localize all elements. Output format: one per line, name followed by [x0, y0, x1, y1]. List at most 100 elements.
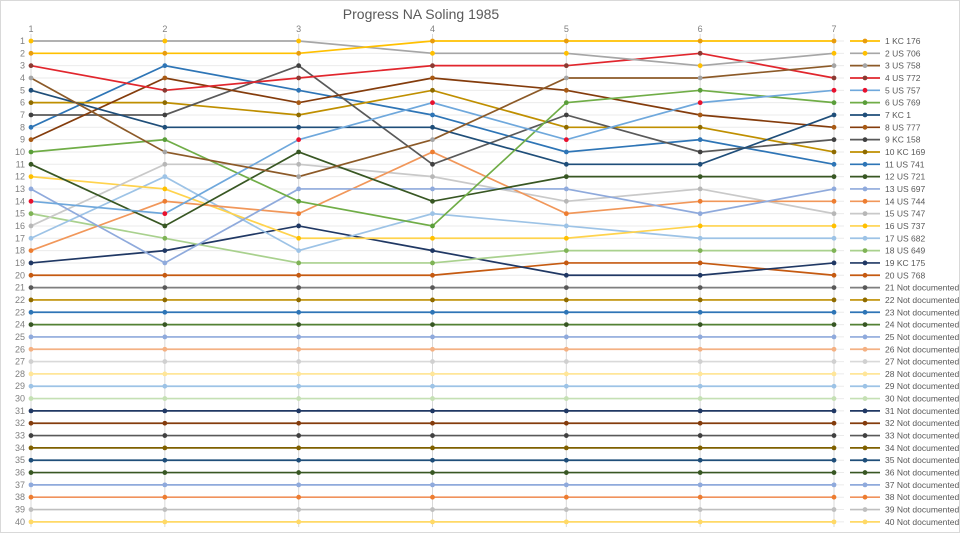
legend-item[interactable]: 23 Not documented	[850, 307, 959, 317]
legend-item[interactable]: 35 Not documented	[850, 455, 959, 465]
legend-item[interactable]: 17 US 682	[850, 233, 925, 243]
series-marker-34	[430, 445, 435, 451]
legend-item[interactable]: 3 US 758	[850, 61, 921, 71]
legend-item[interactable]: 6 US 769	[850, 98, 921, 108]
y-axis-tick-label: 22	[15, 295, 25, 305]
series-marker-2	[831, 50, 837, 56]
legend-item[interactable]: 18 US 649	[850, 246, 925, 256]
y-axis-tick-label: 10	[15, 147, 25, 157]
series-marker-12	[162, 223, 168, 229]
series-marker-32	[430, 420, 435, 426]
legend-item[interactable]: 14 US 744	[850, 196, 925, 206]
series-marker-15	[430, 174, 435, 180]
legend-item[interactable]: 15 US 747	[850, 209, 925, 219]
series-marker-26	[162, 346, 168, 352]
series-marker-22	[697, 297, 703, 303]
legend-label: 38 Not documented	[885, 492, 959, 502]
legend-item[interactable]: 20 US 768	[850, 270, 925, 280]
series-marker-40	[430, 519, 435, 525]
legend-item[interactable]: 24 Not documented	[850, 320, 959, 330]
series-marker-19	[28, 260, 34, 266]
legend-item[interactable]: 16 US 737	[850, 221, 925, 231]
legend-item[interactable]: 34 Not documented	[850, 443, 959, 453]
legend-item[interactable]: 10 KC 169	[850, 147, 925, 157]
series-marker-9	[162, 112, 168, 118]
legend-item[interactable]: 25 Not documented	[850, 332, 959, 342]
series-marker-4	[296, 75, 302, 81]
legend-item[interactable]: 40 Not documented	[850, 517, 959, 527]
series-marker-6	[697, 87, 703, 93]
series-marker-1	[831, 38, 837, 44]
legend-item[interactable]: 11 US 741	[850, 159, 925, 169]
legend-item[interactable]: 26 Not documented	[850, 344, 959, 354]
series-marker-25	[28, 334, 34, 340]
series-marker-11	[697, 137, 703, 143]
legend-item[interactable]: 7 KC 1	[850, 110, 911, 120]
series-marker-11	[430, 112, 435, 118]
series-marker-24	[563, 322, 569, 327]
legend-label: 19 KC 175	[885, 258, 925, 268]
series-marker-14	[697, 198, 703, 204]
legend-item[interactable]: 30 Not documented	[850, 394, 959, 404]
legend-item[interactable]: 32 Not documented	[850, 418, 959, 428]
series-marker-23	[697, 309, 703, 315]
series-marker-22	[430, 297, 435, 303]
legend-item[interactable]: 27 Not documented	[850, 357, 959, 367]
legend-item[interactable]: 4 US 772	[850, 73, 921, 83]
series-marker-25	[831, 334, 837, 340]
series-marker-28	[697, 371, 703, 377]
y-axis-tick-label: 28	[15, 369, 25, 379]
series-marker-17	[296, 248, 302, 254]
legend-marker-swatch	[862, 309, 868, 315]
legend-item[interactable]: 13 US 697	[850, 184, 925, 194]
y-axis-tick-label: 38	[15, 492, 25, 502]
legend-label: 29 Not documented	[885, 381, 959, 391]
series-marker-21	[697, 285, 703, 290]
legend-marker-swatch	[862, 235, 868, 241]
legend-item[interactable]: 2 US 706	[850, 48, 921, 58]
series-marker-27	[563, 359, 569, 364]
legend-item[interactable]: 1 KC 176	[850, 36, 921, 46]
series-marker-20	[430, 272, 435, 278]
series-marker-10	[563, 124, 569, 130]
legend-item[interactable]: 28 Not documented	[850, 369, 959, 379]
legend-item[interactable]: 5 US 757	[850, 85, 921, 95]
legend-item[interactable]: 38 Not documented	[850, 492, 959, 502]
series-marker-38	[831, 494, 837, 500]
legend-item[interactable]: 36 Not documented	[850, 468, 959, 478]
legend-item[interactable]: 33 Not documented	[850, 431, 959, 441]
series-marker-16	[831, 223, 837, 229]
series-marker-34	[296, 445, 302, 451]
legend-item[interactable]: 31 Not documented	[850, 406, 959, 416]
series-marker-39	[162, 507, 168, 512]
legend-item[interactable]: 29 Not documented	[850, 381, 959, 391]
series-marker-28	[430, 371, 435, 377]
legend-label: 39 Not documented	[885, 505, 959, 515]
legend-item[interactable]: 9 KC 158	[850, 135, 921, 145]
series-marker-2	[28, 38, 34, 44]
legend-label: 5 US 757	[885, 85, 921, 95]
series-marker-18	[296, 260, 302, 266]
legend-item[interactable]: 39 Not documented	[850, 505, 959, 515]
series-marker-29	[831, 383, 837, 389]
series-marker-18	[162, 235, 168, 241]
y-axis-tick-label: 32	[15, 418, 25, 428]
legend-item[interactable]: 8 US 777	[850, 122, 921, 132]
legend-marker-swatch	[862, 75, 868, 81]
legend-label: 1 KC 176	[885, 36, 921, 46]
legend-marker-swatch	[862, 408, 868, 414]
y-axis-tick-label: 19	[15, 258, 25, 268]
series-marker-6	[162, 137, 168, 143]
legend-item[interactable]: 22 Not documented	[850, 295, 959, 305]
series-marker-3	[296, 174, 302, 180]
legend-item[interactable]: 19 KC 175	[850, 258, 925, 268]
legend-item[interactable]: 37 Not documented	[850, 480, 959, 490]
series-marker-21	[831, 285, 837, 290]
series-marker-1	[296, 50, 302, 56]
series-marker-17	[162, 174, 168, 180]
legend-item[interactable]: 21 Not documented	[850, 283, 959, 293]
series-marker-13	[162, 260, 168, 266]
y-axis-tick-label: 24	[15, 320, 25, 330]
legend-item[interactable]: 12 US 721	[850, 172, 925, 182]
